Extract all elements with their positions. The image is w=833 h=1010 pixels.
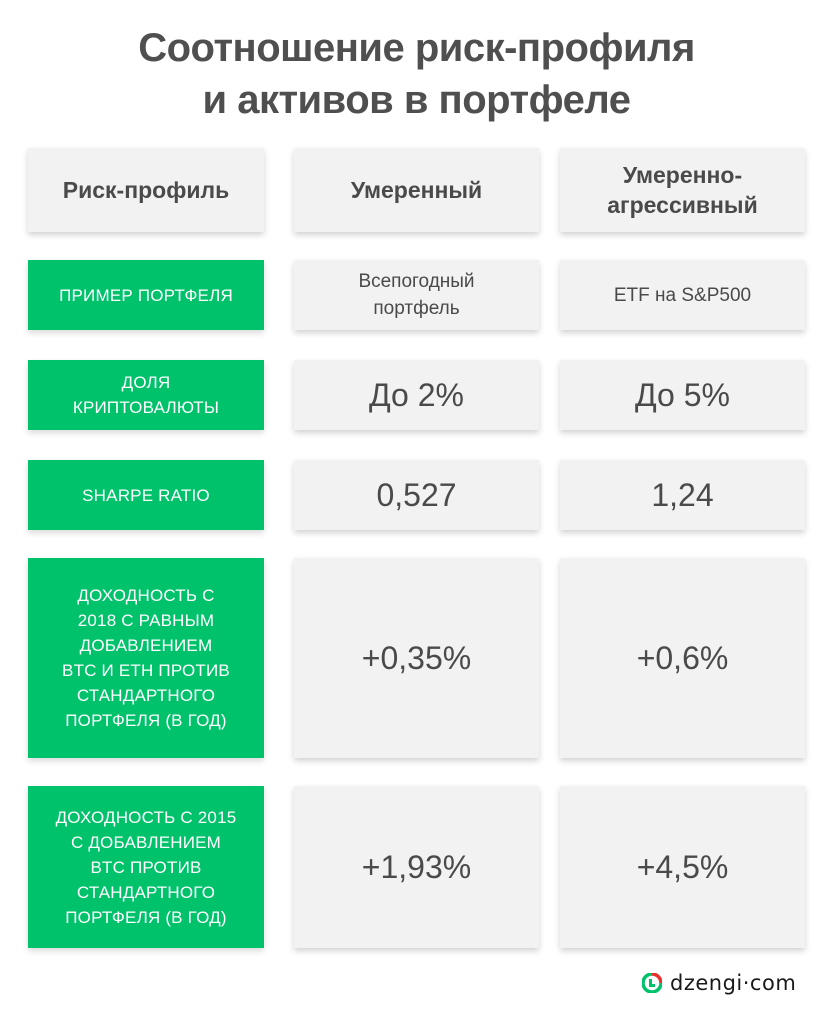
row-label-line: портфеля (в год) bbox=[65, 711, 227, 730]
row-label-crypto-share: Доля криптовалюты bbox=[28, 360, 264, 430]
cell-value: +4,5% bbox=[636, 849, 729, 885]
dzengi-logo: dzengi·com bbox=[641, 970, 797, 996]
row-label-return-2018: Доходность с 2018 с равным добавлением B… bbox=[28, 558, 264, 758]
cell-moderate-return-2015: +1,93% bbox=[294, 786, 539, 948]
header-col2-line1: Умеренно- bbox=[622, 162, 743, 188]
cell-text-line1: Всепогодный bbox=[358, 271, 475, 292]
header-label: Риск-профиль bbox=[62, 177, 230, 203]
row-label-line1: Доля bbox=[121, 373, 171, 392]
cell-text-line2: портфель bbox=[373, 298, 460, 319]
cell-moderate-crypto-share: До 2% bbox=[294, 360, 539, 430]
row-label-text: Пример портфеля bbox=[59, 285, 233, 305]
row-label-text: Sharpe ratio bbox=[82, 485, 210, 505]
row-label-line: портфеля (в год) bbox=[65, 907, 227, 927]
logo-text: dzengi·com bbox=[670, 971, 797, 995]
cell-aggressive-sharpe: 1,24 bbox=[560, 460, 805, 530]
header-col1-label: Умеренный bbox=[350, 177, 483, 203]
row-label-line: 2018 с равным bbox=[77, 611, 215, 630]
row-label-line: Доходность с bbox=[77, 586, 215, 605]
cell-value: До 2% bbox=[369, 377, 464, 413]
cell-value: До 5% bbox=[635, 377, 730, 413]
cell-text: ETF на S&P500 bbox=[613, 284, 752, 306]
header-moderately-aggressive: Умеренно- агрессивный bbox=[560, 148, 805, 232]
row-label-line2: криптовалюты bbox=[72, 398, 220, 417]
row-label-line: BTC против bbox=[90, 857, 202, 877]
row-label-sharpe-ratio: Sharpe ratio bbox=[28, 460, 264, 530]
cell-aggressive-crypto-share: До 5% bbox=[560, 360, 805, 430]
header-col2-line2: агрессивный bbox=[607, 192, 758, 218]
cell-value: 1,24 bbox=[651, 477, 714, 513]
row-label-line: стандартного bbox=[76, 686, 216, 705]
row-label-line: с добавлением bbox=[70, 832, 222, 852]
cell-value: +0,6% bbox=[636, 640, 729, 676]
row-label-line: добавлением bbox=[79, 636, 213, 655]
row-label-line: BTC и ETH против bbox=[62, 661, 230, 680]
cell-aggressive-return-2018: +0,6% bbox=[560, 558, 805, 758]
page-title: Соотношение риск-профиля и активов в пор… bbox=[0, 22, 833, 126]
cell-moderate-return-2018: +0,35% bbox=[294, 558, 539, 758]
dzengi-logo-icon bbox=[641, 972, 663, 994]
cell-aggressive-portfolio: ETF на S&P500 bbox=[560, 260, 805, 330]
cell-moderate-portfolio: Всепогодный портфель bbox=[294, 260, 539, 330]
header-risk-profile: Риск-профиль bbox=[28, 148, 264, 232]
cell-value: +1,93% bbox=[361, 849, 472, 885]
row-label-line: стандартного bbox=[76, 882, 216, 902]
cell-moderate-sharpe: 0,527 bbox=[294, 460, 539, 530]
cell-value: +0,35% bbox=[361, 640, 472, 676]
title-line-1: Соотношение риск-профиля bbox=[138, 26, 695, 70]
title-line-2: и активов в портфеле bbox=[202, 78, 632, 122]
cell-aggressive-return-2015: +4,5% bbox=[560, 786, 805, 948]
cell-value: 0,527 bbox=[376, 477, 457, 513]
header-moderate: Умеренный bbox=[294, 148, 539, 232]
row-label-portfolio-example: Пример портфеля bbox=[28, 260, 264, 330]
row-label-line: Доходность с 2015 bbox=[55, 807, 237, 827]
row-label-return-2015: Доходность с 2015 с добавлением BTC прот… bbox=[28, 786, 264, 948]
